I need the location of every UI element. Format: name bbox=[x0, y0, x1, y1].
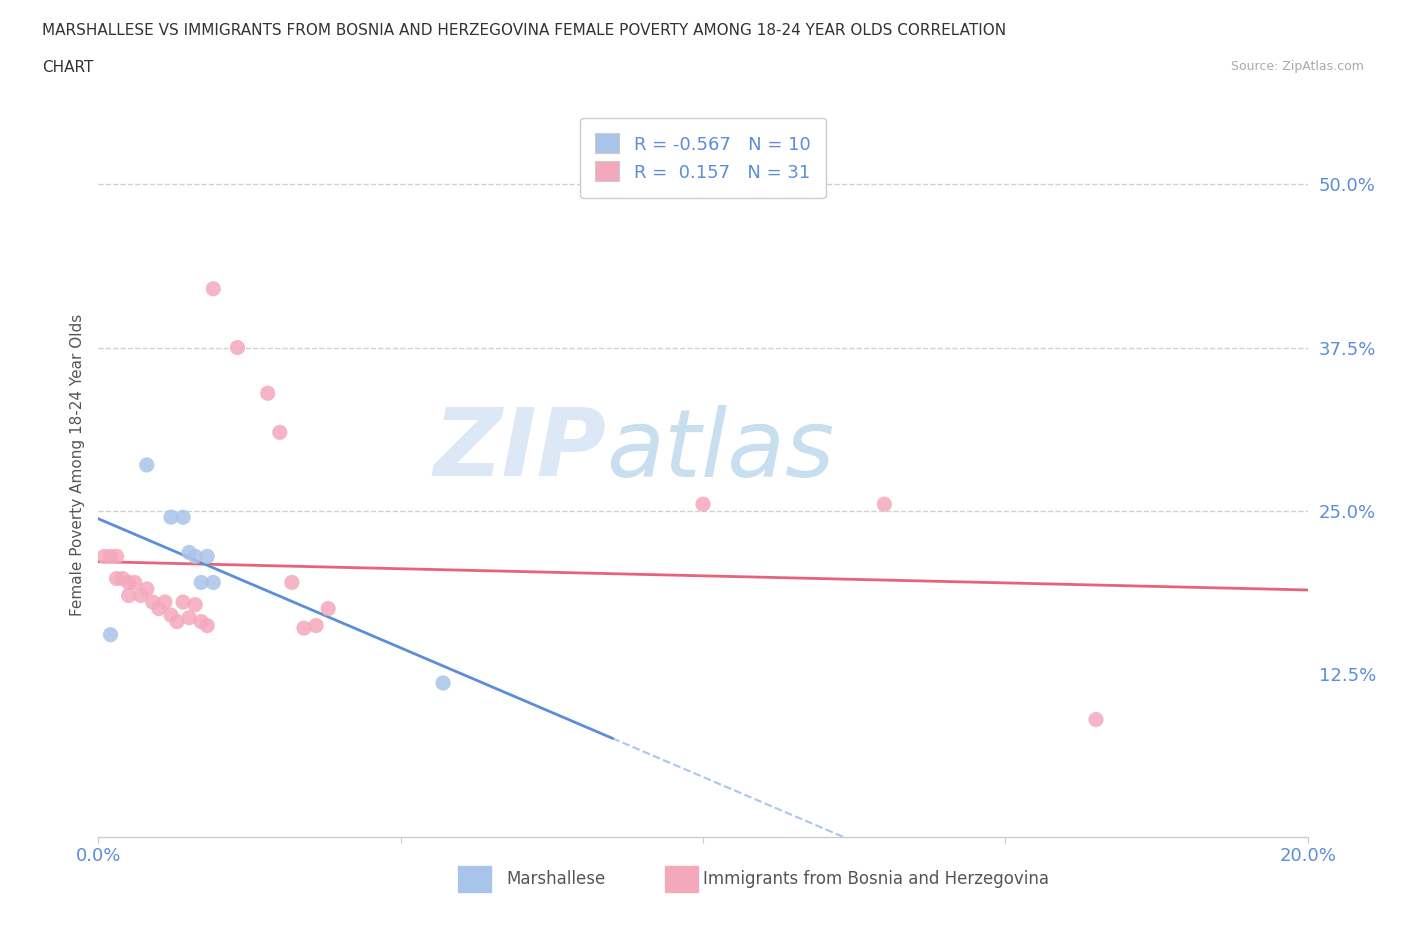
Point bbox=[432, 675, 454, 690]
Text: MARSHALLESE VS IMMIGRANTS FROM BOSNIA AND HERZEGOVINA FEMALE POVERTY AMONG 18-24: MARSHALLESE VS IMMIGRANTS FROM BOSNIA AN… bbox=[42, 23, 1007, 38]
Point bbox=[179, 545, 201, 560]
Point bbox=[105, 571, 128, 586]
Point bbox=[184, 549, 207, 564]
Point bbox=[118, 575, 141, 590]
Point bbox=[202, 575, 225, 590]
Point bbox=[292, 620, 315, 635]
Point bbox=[124, 575, 146, 590]
Point bbox=[256, 386, 278, 401]
Y-axis label: Female Poverty Among 18-24 Year Olds: Female Poverty Among 18-24 Year Olds bbox=[69, 314, 84, 617]
Point bbox=[93, 549, 115, 564]
Point bbox=[153, 594, 176, 609]
Point bbox=[184, 597, 207, 612]
Legend: R = -0.567   N = 10, R =  0.157   N = 31: R = -0.567 N = 10, R = 0.157 N = 31 bbox=[579, 117, 827, 197]
Text: Immigrants from Bosnia and Herzegovina: Immigrants from Bosnia and Herzegovina bbox=[703, 870, 1049, 888]
Point bbox=[692, 497, 714, 512]
Point bbox=[129, 588, 152, 603]
Point bbox=[166, 614, 188, 629]
Point bbox=[105, 549, 128, 564]
Point bbox=[148, 601, 170, 616]
Text: ZIP: ZIP bbox=[433, 405, 606, 496]
Point bbox=[1085, 712, 1108, 727]
Point bbox=[873, 497, 896, 512]
Point bbox=[135, 458, 157, 472]
Point bbox=[135, 581, 157, 596]
Point bbox=[100, 549, 122, 564]
Point bbox=[281, 575, 304, 590]
Point bbox=[305, 618, 328, 633]
Point bbox=[316, 601, 339, 616]
Text: Source: ZipAtlas.com: Source: ZipAtlas.com bbox=[1230, 60, 1364, 73]
Point bbox=[195, 549, 218, 564]
Point bbox=[190, 575, 212, 590]
Point bbox=[172, 510, 194, 525]
Point bbox=[190, 614, 212, 629]
Text: Marshallese: Marshallese bbox=[506, 870, 606, 888]
Text: atlas: atlas bbox=[606, 405, 835, 496]
Point bbox=[118, 588, 141, 603]
Point bbox=[202, 282, 225, 297]
Point bbox=[269, 425, 291, 440]
Point bbox=[111, 571, 134, 586]
Point bbox=[226, 340, 249, 355]
Point bbox=[172, 594, 194, 609]
Point bbox=[160, 607, 183, 622]
Point bbox=[195, 618, 218, 633]
Point bbox=[179, 610, 201, 625]
Point bbox=[100, 627, 122, 642]
Point bbox=[142, 594, 165, 609]
Point bbox=[160, 510, 183, 525]
Text: CHART: CHART bbox=[42, 60, 94, 75]
